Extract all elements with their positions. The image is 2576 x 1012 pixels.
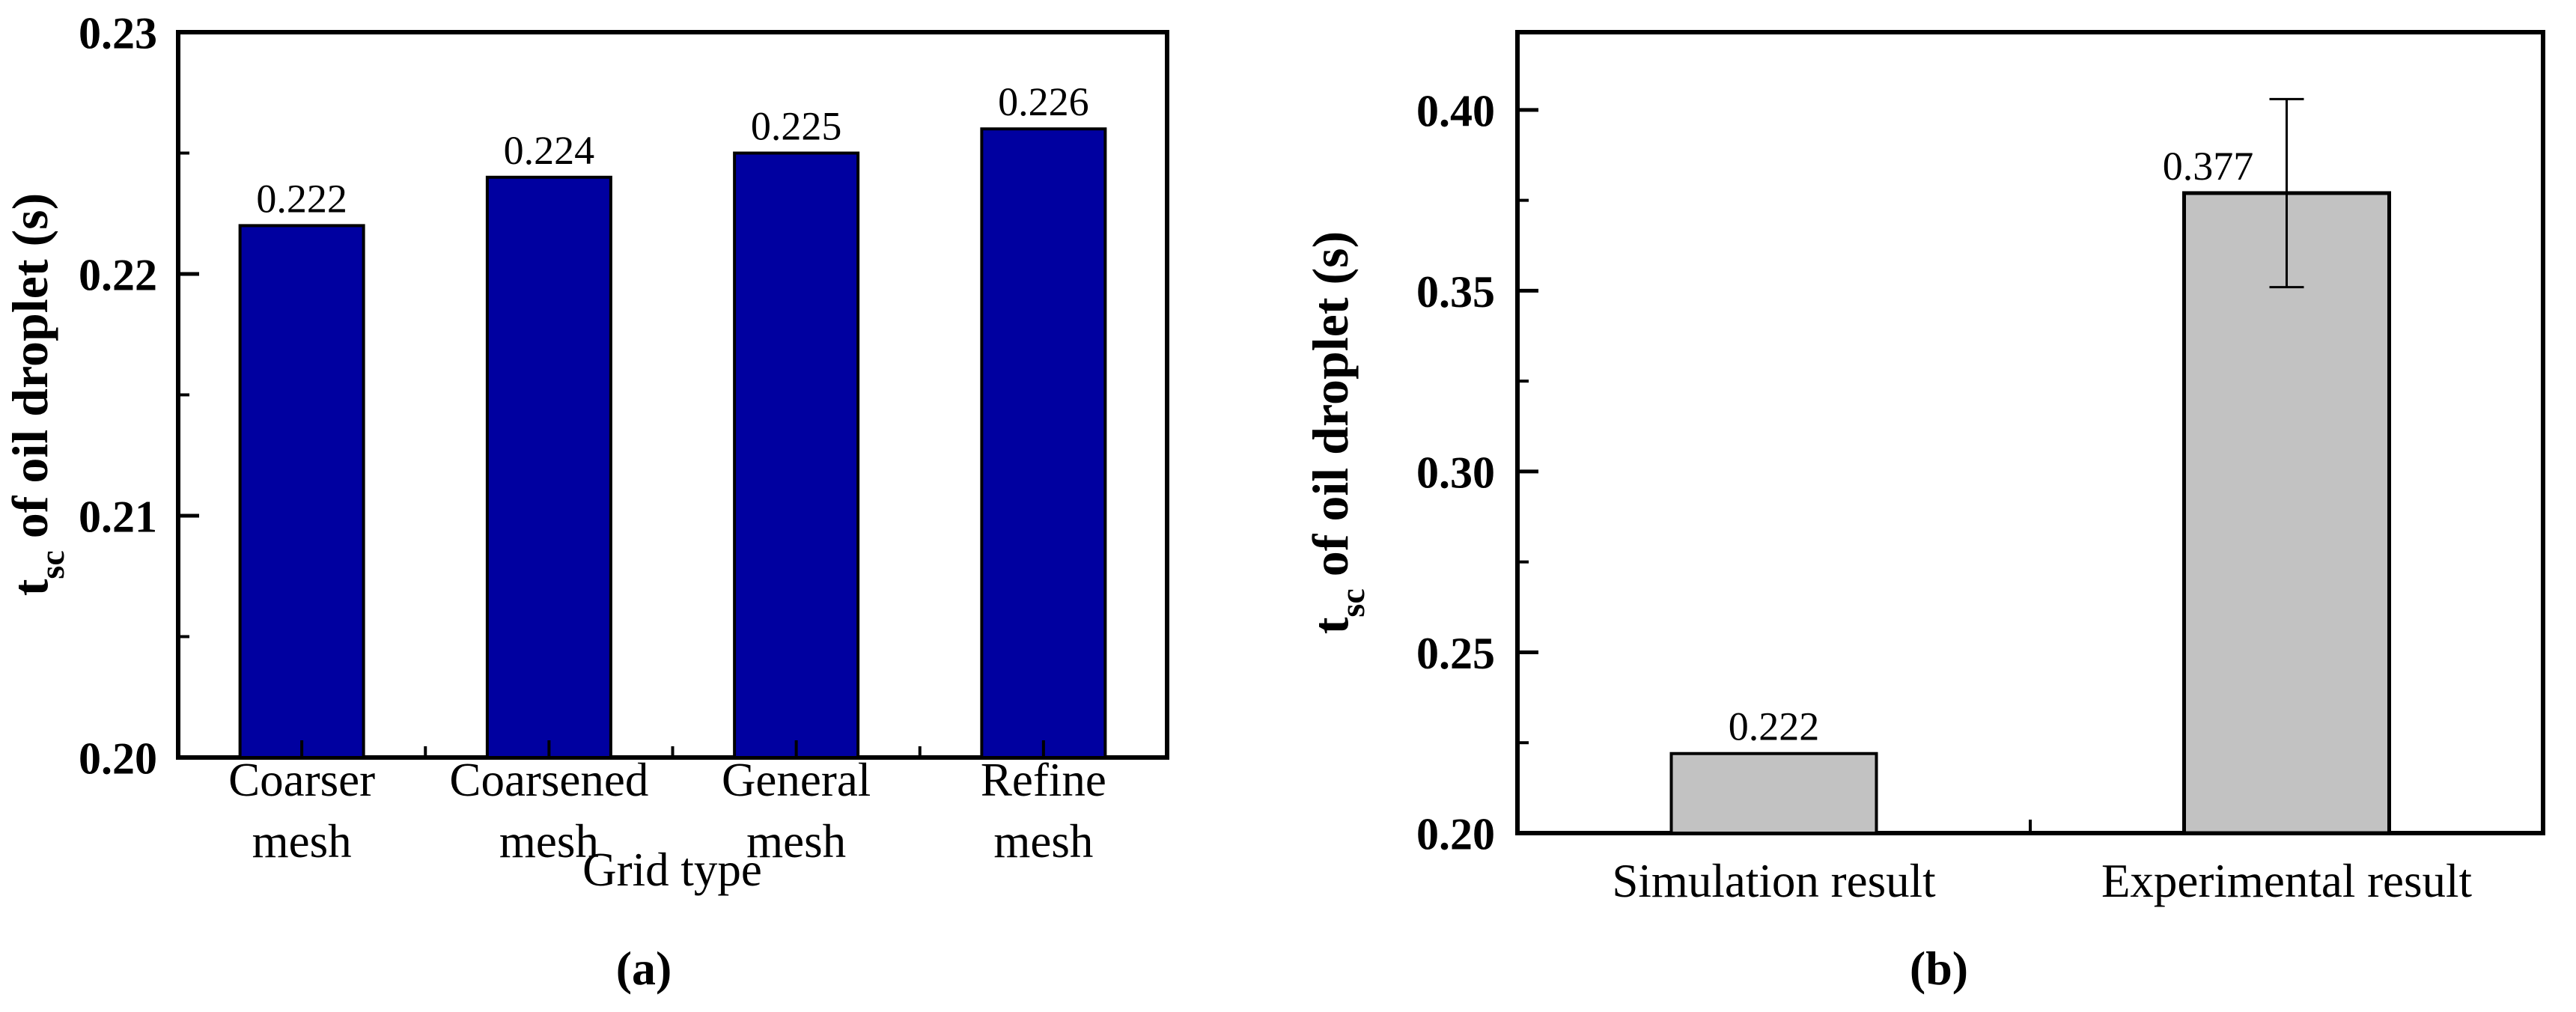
chart-b-caption: (b) [1910,942,1968,995]
category-label: Refine [981,754,1106,806]
category-label: Simulation result [1612,855,1936,907]
chart-a-x-axis-title: Grid type [582,844,762,896]
y-tick-label: 0.30 [1416,448,1495,498]
bar-coarser-mesh [238,224,365,759]
bar-value-label: 0.377 [2163,144,2254,189]
category-label: Experimental result [2101,855,2473,907]
bar-value-label: 0.226 [998,79,1089,124]
category-label: mesh [746,815,846,868]
bar-value-label: 0.225 [751,104,842,149]
category-label: mesh [252,815,352,868]
y-tick-label: 0.23 [79,9,157,58]
chart-b-y-axis-title: tsc of oil droplet (s) [1302,231,1371,634]
chart-b-panel: 0.20 0.25 0.30 0.35 0.40 0.222 Simulation resu… [1302,30,2545,995]
y-tick-label: 0.20 [1416,810,1495,859]
bar-refine-mesh [980,127,1107,759]
y-axis-title-rest: of oil droplet (s) [1302,231,1359,577]
bar-value-label: 0.222 [1729,704,1820,749]
y-tick-label: 0.25 [1416,629,1495,678]
bar-value-label: 0.224 [504,128,595,173]
category-label: mesh [993,815,1093,868]
bar-experimental-result [2182,191,2391,835]
bar-general-mesh [733,151,860,759]
chart-a-caption: (a) [616,942,672,995]
bar-simulation-result [1669,752,1878,835]
chart-a-y-axis-title: tsc of oil droplet (s) [1,193,71,596]
category-label: General [722,754,871,806]
category-label: Coarser [228,754,375,806]
y-tick-label: 0.21 [79,493,157,542]
y-axis-title-subscript: sc [1333,588,1371,617]
y-tick-label: 0.22 [79,251,157,300]
y-axis-title-main: t [1302,617,1359,634]
bar-coarsened-mesh [485,175,612,760]
category-label: Coarsened [449,754,648,806]
chart-a-content: 0.20 0.21 0.22 0.23 0.222 Coarser mesh 0.224 Coa… [79,9,1107,868]
chart-a-panel: 0.20 0.21 0.22 0.23 0.222 Coarser mesh 0.224 Coa… [1,9,1169,995]
y-axis-title-rest: of oil droplet (s) [1,193,58,539]
y-tick-label: 0.40 [1416,86,1495,135]
category-label: mesh [499,815,599,868]
y-axis-title-main: t [1,579,58,596]
chart-b-content: 0.20 0.25 0.30 0.35 0.40 0.222 Simulation resu… [1416,86,2473,907]
y-tick-label: 0.20 [79,734,157,784]
y-tick-label: 0.35 [1416,267,1495,317]
y-axis-title-subscript: sc [33,550,71,579]
bar-value-label: 0.222 [256,176,347,221]
